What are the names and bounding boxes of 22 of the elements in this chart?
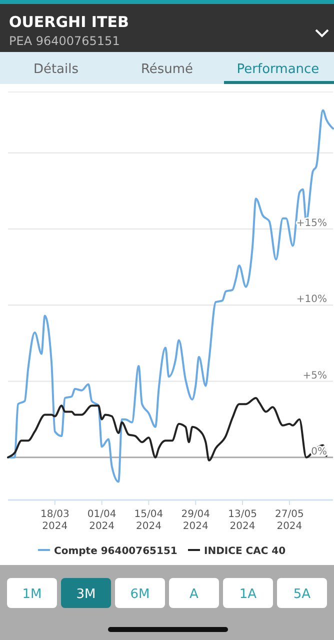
text: Détails: [33, 62, 79, 77]
text: 1M: [22, 587, 42, 602]
legend-label: INDICE CAC 40: [204, 546, 286, 557]
text: Performance: [236, 62, 320, 77]
text: 5A: [293, 587, 311, 602]
x-tick-label: 27/05 2024: [275, 509, 304, 532]
x-tick-label: 29/04 2024: [181, 509, 210, 532]
text: 3M: [76, 587, 96, 602]
x-tick-label: 13/05 2024: [228, 509, 257, 532]
text: 6M: [130, 587, 150, 602]
text: A: [190, 587, 199, 602]
x-tick-label: 01/04 2024: [87, 509, 116, 532]
legend-label: Compte 96400765151: [54, 546, 178, 557]
text: Résumé: [140, 62, 194, 77]
chart-title: OUERGHI ITEB: [9, 13, 129, 31]
y-tick-label: +10%: [296, 294, 327, 306]
text: 1A: [239, 587, 257, 602]
y-tick-label: +15%: [296, 218, 327, 230]
chart-subtitle: PEA 96400765151: [9, 34, 120, 48]
y-tick-label: +5%: [302, 370, 327, 382]
x-tick-label: 18/03 2024: [40, 509, 70, 532]
x-tick-label: 15/04 2024: [134, 509, 164, 532]
